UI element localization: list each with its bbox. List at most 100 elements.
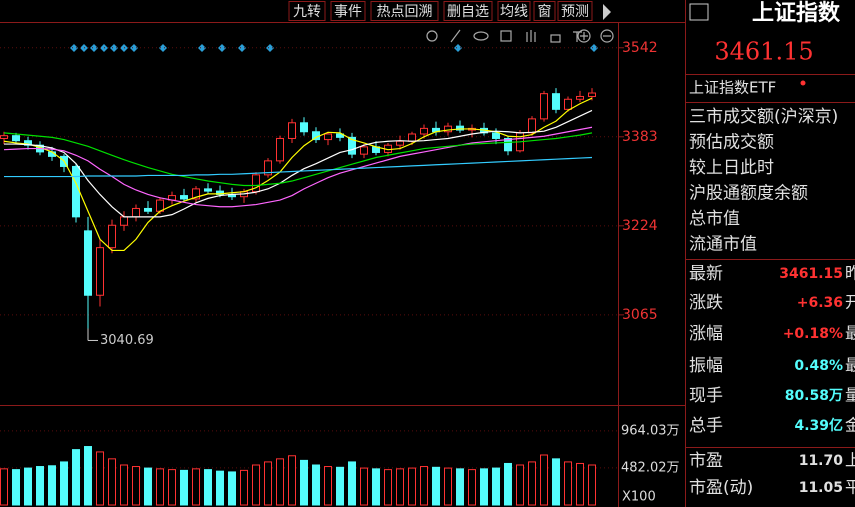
panel-item: 沪股通额度余额	[689, 184, 808, 204]
candle-body	[300, 122, 308, 133]
volume-bar	[48, 465, 56, 506]
candle-body	[204, 188, 212, 192]
candle-body	[192, 188, 200, 200]
moving-average-line	[3, 126, 593, 208]
toolbar-button-label: 九转	[293, 4, 321, 20]
menu-icon[interactable]	[689, 3, 709, 21]
y-tick-label: 3383	[622, 129, 658, 145]
candle-body	[564, 98, 572, 110]
panel-item: 三市成交额(沪深京)	[689, 107, 838, 127]
volume-bar	[120, 464, 128, 506]
toolbar-button[interactable]	[370, 1, 439, 21]
quote-value: 11.05	[799, 480, 843, 496]
candle-body	[504, 137, 512, 152]
toolbar-button-label: 热点回溯	[377, 4, 433, 20]
volume-bar	[24, 467, 32, 506]
quote-tail: 上	[845, 451, 855, 470]
candle-body	[456, 125, 464, 131]
panel-item: 预估成交额	[689, 133, 774, 153]
volume-bar	[228, 471, 236, 506]
toolbar-button-label: 预测	[561, 4, 589, 20]
volume-bar	[432, 466, 440, 506]
volume-bar	[456, 468, 464, 506]
candle-body	[12, 135, 20, 142]
panel-title: 上证指数	[752, 0, 841, 26]
candle-body	[528, 118, 536, 134]
volume-bar	[240, 469, 248, 506]
y-tick-label: 3065	[622, 307, 658, 323]
y-tick-label: 3224	[622, 218, 658, 234]
quote-label: 现手	[689, 386, 723, 406]
candle-body	[396, 140, 404, 146]
volume-bar	[516, 464, 524, 506]
quote-tail: 昨	[845, 264, 855, 283]
candle-body	[444, 125, 452, 133]
quote-tail: 金	[845, 416, 855, 435]
toolbar-button[interactable]	[557, 1, 593, 21]
moving-average-line	[4, 156, 593, 178]
quote-value: 11.70	[799, 453, 844, 469]
volume-bar	[492, 467, 500, 506]
candle-body	[72, 165, 80, 218]
volume-bar	[156, 468, 164, 506]
volume-bar	[252, 464, 260, 506]
candle-body	[96, 247, 104, 296]
panel-price: 3461.15	[714, 38, 813, 66]
volume-bar	[36, 466, 44, 506]
quote-label: 最新	[689, 264, 723, 284]
panel-item: 总市值	[689, 209, 740, 229]
volume-bar	[12, 469, 20, 506]
volume-bar	[576, 462, 584, 506]
candle-body	[108, 224, 116, 249]
y-tick-label: 3542	[622, 40, 658, 56]
volume-bar	[480, 468, 488, 506]
quote-value: 3461.15	[779, 266, 843, 282]
volume-tick-label: 482.02万	[621, 460, 680, 475]
volume-bar	[504, 462, 512, 506]
volume-bar	[216, 470, 224, 506]
volume-bar	[168, 469, 176, 506]
volume-bar	[588, 464, 596, 506]
volume-bar	[540, 454, 548, 506]
moving-average-line	[4, 109, 593, 218]
quote-label: 总手	[689, 416, 723, 436]
volume-bar	[360, 467, 368, 506]
toolbar-arrow[interactable]	[603, 4, 611, 20]
quote-value: 4.39亿	[794, 417, 843, 434]
quote-tail: 开	[845, 293, 855, 312]
low-label: 3040.69	[100, 333, 154, 348]
candle-body	[276, 137, 284, 162]
quote-label: 市盈(动)	[689, 478, 753, 498]
candle-body	[0, 135, 8, 139]
toolbar-button[interactable]	[443, 1, 493, 21]
toolbar-button-label: 事件	[334, 4, 362, 20]
candle-body	[348, 136, 356, 155]
toolbar-button[interactable]	[288, 1, 326, 21]
quote-value: 0.48%	[794, 358, 843, 374]
quote-tail: 量	[845, 386, 855, 405]
toolbar-button-label: 均线	[500, 4, 528, 20]
candle-body	[288, 122, 296, 139]
toolbar-button[interactable]	[330, 1, 366, 21]
toolbar-button[interactable]	[497, 1, 531, 21]
panel-item: 较上日此时	[689, 158, 774, 178]
volume-bar	[60, 461, 68, 506]
volume-bar	[276, 458, 284, 506]
volume-bar	[552, 458, 560, 506]
toolbar-button[interactable]	[533, 1, 556, 21]
volume-bar	[288, 455, 296, 506]
candle-body	[576, 95, 584, 100]
volume-bar	[132, 466, 140, 506]
volume-bar	[192, 468, 200, 506]
etf-dot	[800, 80, 806, 86]
quote-value: +0.18%	[783, 326, 843, 342]
quote-label: 市盈	[689, 451, 723, 471]
etf-link[interactable]: 上证指数ETF	[689, 79, 776, 97]
volume-bar	[372, 468, 380, 506]
volume-bar	[300, 459, 308, 506]
quote-label: 振幅	[689, 356, 723, 376]
volume-bar	[324, 466, 332, 506]
